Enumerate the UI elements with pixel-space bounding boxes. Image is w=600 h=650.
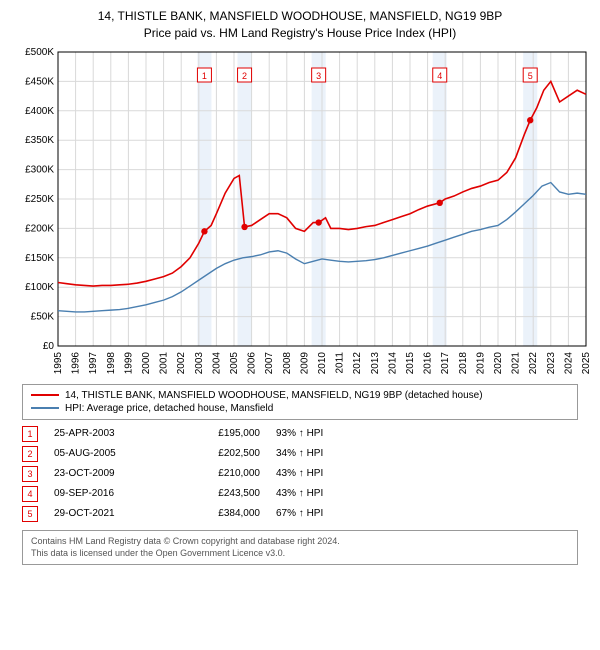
svg-text:£450K: £450K [25, 76, 54, 87]
svg-text:£150K: £150K [25, 252, 54, 263]
legend-swatch [31, 407, 59, 409]
svg-text:2002: 2002 [176, 351, 187, 374]
svg-text:£300K: £300K [25, 164, 54, 175]
legend-label: HPI: Average price, detached house, Mans… [65, 403, 273, 414]
svg-text:2022: 2022 [528, 351, 539, 374]
transaction-date: 09-SEP-2016 [54, 488, 164, 499]
legend: 14, THISTLE BANK, MANSFIELD WOODHOUSE, M… [22, 384, 578, 420]
svg-text:4: 4 [437, 71, 442, 81]
transaction-date: 05-AUG-2005 [54, 448, 164, 459]
transaction-pct: 67% ↑ HPI [276, 508, 376, 519]
svg-text:2011: 2011 [335, 351, 346, 373]
transaction-badge: 4 [22, 486, 38, 502]
svg-text:2015: 2015 [405, 351, 416, 374]
svg-text:2000: 2000 [141, 351, 152, 374]
svg-text:£350K: £350K [25, 135, 54, 146]
svg-text:2020: 2020 [493, 351, 504, 374]
transaction-pct: 43% ↑ HPI [276, 468, 376, 479]
svg-text:£200K: £200K [25, 223, 54, 234]
svg-text:2014: 2014 [387, 351, 398, 374]
transaction-price: £384,000 [180, 508, 260, 519]
transactions-table: 1 25-APR-2003 £195,000 93% ↑ HPI 2 05-AUG-200… [22, 424, 578, 524]
svg-text:2018: 2018 [458, 351, 469, 374]
transaction-badge: 3 [22, 466, 38, 482]
svg-text:2007: 2007 [264, 351, 275, 374]
price-chart: £0 £50K £100K £150K £200K £250K £300K £350K £400… [8, 46, 592, 378]
svg-text:1995: 1995 [53, 351, 64, 374]
legend-row: 14, THISTLE BANK, MANSFIELD WOODHOUSE, M… [31, 389, 569, 402]
copyright-line-2: This data is licensed under the Open Gov… [31, 547, 569, 560]
svg-text:2023: 2023 [546, 351, 557, 374]
svg-text:£500K: £500K [25, 47, 54, 58]
svg-text:£100K: £100K [25, 282, 54, 293]
legend-row: HPI: Average price, detached house, Mans… [31, 402, 569, 415]
transaction-date: 29-OCT-2021 [54, 508, 164, 519]
svg-text:2025: 2025 [581, 351, 592, 374]
transaction-row: 5 29-OCT-2021 £384,000 67% ↑ HPI [22, 504, 578, 524]
transaction-pct: 43% ↑ HPI [276, 488, 376, 499]
transaction-row: 4 09-SEP-2016 £243,500 43% ↑ HPI [22, 484, 578, 504]
svg-text:£50K: £50K [31, 311, 55, 322]
title-line-2: Price paid vs. HM Land Registry's House … [8, 25, 592, 42]
transaction-badge: 5 [22, 506, 38, 522]
svg-text:1999: 1999 [123, 351, 134, 374]
svg-text:2008: 2008 [282, 351, 293, 374]
svg-text:1997: 1997 [88, 351, 99, 374]
transaction-row: 1 25-APR-2003 £195,000 93% ↑ HPI [22, 424, 578, 444]
svg-text:2: 2 [242, 71, 247, 81]
svg-text:2017: 2017 [440, 351, 451, 374]
transaction-badge: 1 [22, 426, 38, 442]
svg-text:2005: 2005 [229, 351, 240, 374]
svg-text:£250K: £250K [25, 194, 54, 205]
transaction-price: £195,000 [180, 428, 260, 439]
svg-text:5: 5 [528, 71, 533, 81]
svg-text:2016: 2016 [423, 351, 434, 374]
transaction-date: 23-OCT-2009 [54, 468, 164, 479]
svg-text:2004: 2004 [211, 351, 222, 374]
svg-text:2012: 2012 [352, 351, 363, 374]
legend-label: 14, THISTLE BANK, MANSFIELD WOODHOUSE, M… [65, 390, 483, 401]
transaction-date: 25-APR-2003 [54, 428, 164, 439]
title-line-1: 14, THISTLE BANK, MANSFIELD WOODHOUSE, M… [8, 8, 592, 25]
svg-text:3: 3 [316, 71, 321, 81]
transaction-badge: 2 [22, 446, 38, 462]
svg-text:2021: 2021 [511, 351, 522, 374]
chart-title: 14, THISTLE BANK, MANSFIELD WOODHOUSE, M… [8, 8, 592, 42]
svg-text:1: 1 [202, 71, 207, 81]
svg-text:2006: 2006 [247, 351, 258, 374]
legend-swatch [31, 394, 59, 396]
svg-text:1996: 1996 [71, 351, 82, 374]
svg-text:1998: 1998 [106, 351, 117, 374]
copyright-notice: Contains HM Land Registry data © Crown c… [22, 530, 578, 565]
transaction-row: 3 23-OCT-2009 £210,000 43% ↑ HPI [22, 464, 578, 484]
svg-text:2024: 2024 [563, 351, 574, 374]
svg-text:2001: 2001 [159, 351, 170, 374]
svg-text:£400K: £400K [25, 105, 54, 116]
transaction-row: 2 05-AUG-2005 £202,500 34% ↑ HPI [22, 444, 578, 464]
svg-text:2003: 2003 [194, 351, 205, 374]
svg-text:£0: £0 [43, 341, 55, 352]
transaction-price: £243,500 [180, 488, 260, 499]
svg-text:2019: 2019 [475, 351, 486, 374]
transaction-price: £202,500 [180, 448, 260, 459]
transaction-price: £210,000 [180, 468, 260, 479]
transaction-pct: 34% ↑ HPI [276, 448, 376, 459]
transaction-pct: 93% ↑ HPI [276, 428, 376, 439]
svg-text:2010: 2010 [317, 351, 328, 374]
svg-text:2013: 2013 [370, 351, 381, 374]
copyright-line-1: Contains HM Land Registry data © Crown c… [31, 535, 569, 548]
svg-text:2009: 2009 [299, 351, 310, 374]
